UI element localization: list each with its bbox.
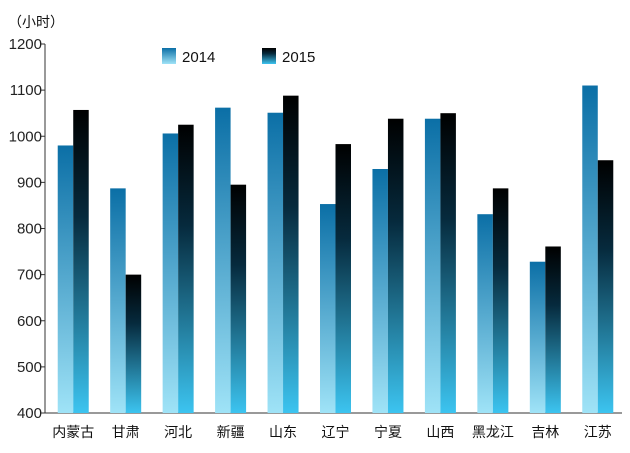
bar-2015-9 xyxy=(545,246,561,413)
bar-2014-1 xyxy=(110,188,126,413)
legend-label-2015: 2015 xyxy=(282,49,315,66)
y-tick-label: 800 xyxy=(17,221,42,238)
bar-2014-10 xyxy=(582,85,598,413)
bar-2014-9 xyxy=(529,261,546,413)
bar-2014-5 xyxy=(320,204,336,413)
x-category-label: 黑龙江 xyxy=(472,425,514,441)
bar-2015-0 xyxy=(73,109,89,414)
y-tick-label: 700 xyxy=(17,267,42,284)
x-category-label: 吉林 xyxy=(531,425,559,441)
y-tick-label: 400 xyxy=(17,405,42,422)
x-category-label: 新疆 xyxy=(217,425,245,441)
bar-2014-4 xyxy=(267,112,284,413)
bar-2015-10 xyxy=(597,160,614,413)
x-category-label: 江苏 xyxy=(584,425,612,441)
y-axis-ticks: 400 500 600 700 800 900 1000 1100 1200 xyxy=(9,36,45,422)
bar-2015-1 xyxy=(125,274,142,413)
x-category-label: 山西 xyxy=(426,425,454,441)
x-category-label: 甘肃 xyxy=(112,425,140,441)
x-axis-category-labels: 内蒙古 甘肃 河北 新疆 山东 辽宁 宁夏 山西 黑龙江 吉林 江苏 xyxy=(52,424,612,441)
legend: 2014 2015 xyxy=(162,48,315,66)
bar-2014-7 xyxy=(424,118,441,413)
x-category-label: 辽宁 xyxy=(322,424,350,441)
bar-2015-6 xyxy=(387,118,404,413)
x-category-label: 河北 xyxy=(164,425,192,441)
bar-2014-3 xyxy=(215,107,231,413)
x-category-label: 内蒙古 xyxy=(52,425,94,441)
bar-2015-8 xyxy=(492,188,509,413)
y-axis-unit-label: （小时） xyxy=(8,15,64,31)
y-tick-label: 1100 xyxy=(10,82,42,99)
bar-2014-2 xyxy=(162,133,179,414)
y-tick-label: 600 xyxy=(17,313,42,330)
bars-group xyxy=(57,85,614,414)
bar-2015-5 xyxy=(335,144,351,413)
bar-2014-0 xyxy=(57,145,74,413)
y-tick-label: 500 xyxy=(17,359,42,376)
bar-2014-8 xyxy=(477,214,493,413)
legend-swatch-2014 xyxy=(162,48,176,64)
legend-label-2014: 2014 xyxy=(182,49,215,66)
legend-swatch-2015 xyxy=(262,48,276,64)
bar-2015-2 xyxy=(178,124,194,413)
bar-2014-6 xyxy=(372,168,388,413)
y-tick-label: 1000 xyxy=(9,128,42,145)
y-tick-label: 1200 xyxy=(9,36,42,53)
y-tick-label: 900 xyxy=(17,174,42,191)
x-category-label: 宁夏 xyxy=(374,424,402,441)
x-category-label: 山东 xyxy=(269,425,297,441)
bar-2015-7 xyxy=(440,113,456,413)
bar-2015-4 xyxy=(283,95,299,413)
bar-2015-3 xyxy=(230,184,247,413)
